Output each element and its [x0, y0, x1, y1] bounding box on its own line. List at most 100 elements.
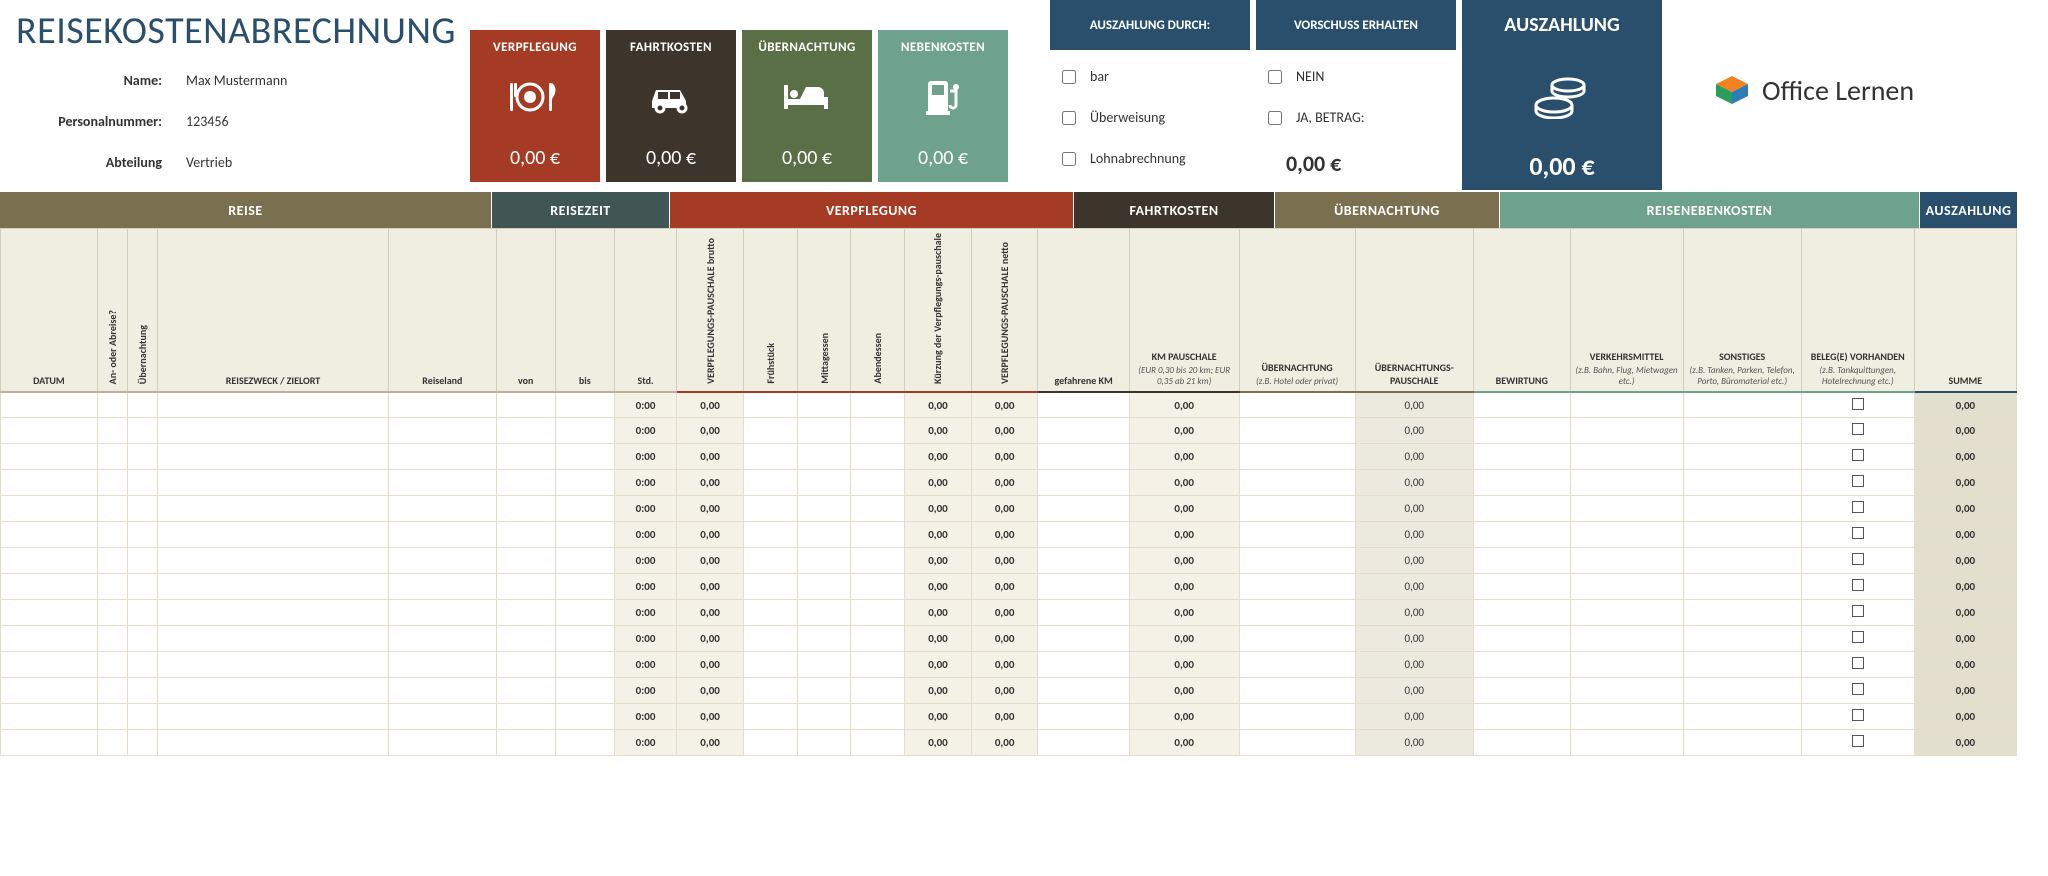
- cell-uebernachtung[interactable]: [1239, 704, 1355, 730]
- cell-bis[interactable]: [555, 470, 614, 496]
- cell-verkehrsmittel[interactable]: [1570, 444, 1683, 470]
- cell-beleg[interactable]: [1801, 392, 1914, 418]
- cell-uebernachtung[interactable]: [1239, 470, 1355, 496]
- cell-sonstiges[interactable]: [1683, 626, 1801, 652]
- cell-beleg[interactable]: [1801, 678, 1914, 704]
- checkbox-beleg[interactable]: [1852, 475, 1864, 487]
- cell-abend[interactable]: [851, 548, 905, 574]
- cell-bis[interactable]: [555, 626, 614, 652]
- cell-uebern-flag[interactable]: [127, 444, 157, 470]
- cell-bis[interactable]: [555, 418, 614, 444]
- cell-km[interactable]: [1038, 522, 1129, 548]
- cell-mittag[interactable]: [797, 600, 851, 626]
- cell-von[interactable]: [496, 574, 555, 600]
- cell-bis[interactable]: [555, 548, 614, 574]
- cell-fruehstueck[interactable]: [743, 626, 797, 652]
- cell-abend[interactable]: [851, 470, 905, 496]
- cell-datum[interactable]: [1, 652, 98, 678]
- cell-bewirtung[interactable]: [1473, 574, 1570, 600]
- cell-abend[interactable]: [851, 496, 905, 522]
- cell-land[interactable]: [389, 522, 497, 548]
- cell-sonstiges[interactable]: [1683, 600, 1801, 626]
- cell-bewirtung[interactable]: [1473, 678, 1570, 704]
- cell-abend[interactable]: [851, 574, 905, 600]
- cell-abreise[interactable]: [97, 418, 127, 444]
- cell-zweck[interactable]: [157, 522, 388, 548]
- cell-land[interactable]: [389, 418, 497, 444]
- cell-km[interactable]: [1038, 704, 1129, 730]
- cell-von[interactable]: [496, 704, 555, 730]
- cell-land[interactable]: [389, 574, 497, 600]
- cell-uebern-flag[interactable]: [127, 470, 157, 496]
- checkbox-beleg[interactable]: [1852, 423, 1864, 435]
- cell-bewirtung[interactable]: [1473, 444, 1570, 470]
- checkbox-beleg[interactable]: [1852, 527, 1864, 539]
- cell-uebern-flag[interactable]: [127, 392, 157, 418]
- cell-datum[interactable]: [1, 704, 98, 730]
- cell-mittag[interactable]: [797, 574, 851, 600]
- cell-km[interactable]: [1038, 600, 1129, 626]
- cell-sonstiges[interactable]: [1683, 418, 1801, 444]
- cell-abend[interactable]: [851, 600, 905, 626]
- cell-abend[interactable]: [851, 678, 905, 704]
- cell-verkehrsmittel[interactable]: [1570, 392, 1683, 418]
- checkbox-ueberweisung[interactable]: [1062, 111, 1076, 125]
- cell-abreise[interactable]: [97, 574, 127, 600]
- cell-bis[interactable]: [555, 522, 614, 548]
- cell-abreise[interactable]: [97, 470, 127, 496]
- cell-beleg[interactable]: [1801, 704, 1914, 730]
- cell-mittag[interactable]: [797, 678, 851, 704]
- cell-verkehrsmittel[interactable]: [1570, 704, 1683, 730]
- cell-datum[interactable]: [1, 470, 98, 496]
- cell-sonstiges[interactable]: [1683, 470, 1801, 496]
- cell-fruehstueck[interactable]: [743, 574, 797, 600]
- cell-mittag[interactable]: [797, 444, 851, 470]
- cell-datum[interactable]: [1, 392, 98, 418]
- cell-beleg[interactable]: [1801, 574, 1914, 600]
- cell-bis[interactable]: [555, 704, 614, 730]
- cell-von[interactable]: [496, 626, 555, 652]
- cell-verkehrsmittel[interactable]: [1570, 652, 1683, 678]
- cell-sonstiges[interactable]: [1683, 548, 1801, 574]
- cell-uebern-flag[interactable]: [127, 652, 157, 678]
- cell-km[interactable]: [1038, 626, 1129, 652]
- cell-land[interactable]: [389, 730, 497, 756]
- cell-uebernachtung[interactable]: [1239, 626, 1355, 652]
- cell-datum[interactable]: [1, 522, 98, 548]
- cell-beleg[interactable]: [1801, 548, 1914, 574]
- checkbox-beleg[interactable]: [1852, 631, 1864, 643]
- cell-abreise[interactable]: [97, 678, 127, 704]
- vorschuss-ja[interactable]: JA, BETRAG:: [1268, 109, 1450, 126]
- cell-abend[interactable]: [851, 392, 905, 418]
- cell-bewirtung[interactable]: [1473, 496, 1570, 522]
- cell-abreise[interactable]: [97, 652, 127, 678]
- cell-abreise[interactable]: [97, 600, 127, 626]
- cell-datum[interactable]: [1, 496, 98, 522]
- cell-mittag[interactable]: [797, 548, 851, 574]
- pay-option-lohnabrechnung[interactable]: Lohnabrechnung: [1062, 150, 1244, 167]
- cell-von[interactable]: [496, 392, 555, 418]
- cell-uebern-flag[interactable]: [127, 574, 157, 600]
- cell-fruehstueck[interactable]: [743, 496, 797, 522]
- checkbox-beleg[interactable]: [1852, 579, 1864, 591]
- cell-km[interactable]: [1038, 496, 1129, 522]
- cell-land[interactable]: [389, 600, 497, 626]
- cell-land[interactable]: [389, 704, 497, 730]
- cell-zweck[interactable]: [157, 600, 388, 626]
- cell-sonstiges[interactable]: [1683, 652, 1801, 678]
- cell-von[interactable]: [496, 418, 555, 444]
- cell-abend[interactable]: [851, 626, 905, 652]
- cell-beleg[interactable]: [1801, 652, 1914, 678]
- cell-verkehrsmittel[interactable]: [1570, 678, 1683, 704]
- cell-fruehstueck[interactable]: [743, 600, 797, 626]
- cell-uebernachtung[interactable]: [1239, 548, 1355, 574]
- cell-beleg[interactable]: [1801, 730, 1914, 756]
- cell-abreise[interactable]: [97, 522, 127, 548]
- cell-von[interactable]: [496, 496, 555, 522]
- cell-sonstiges[interactable]: [1683, 392, 1801, 418]
- cell-mittag[interactable]: [797, 418, 851, 444]
- checkbox-ja[interactable]: [1268, 111, 1282, 125]
- cell-bewirtung[interactable]: [1473, 418, 1570, 444]
- cell-uebern-flag[interactable]: [127, 704, 157, 730]
- cell-von[interactable]: [496, 730, 555, 756]
